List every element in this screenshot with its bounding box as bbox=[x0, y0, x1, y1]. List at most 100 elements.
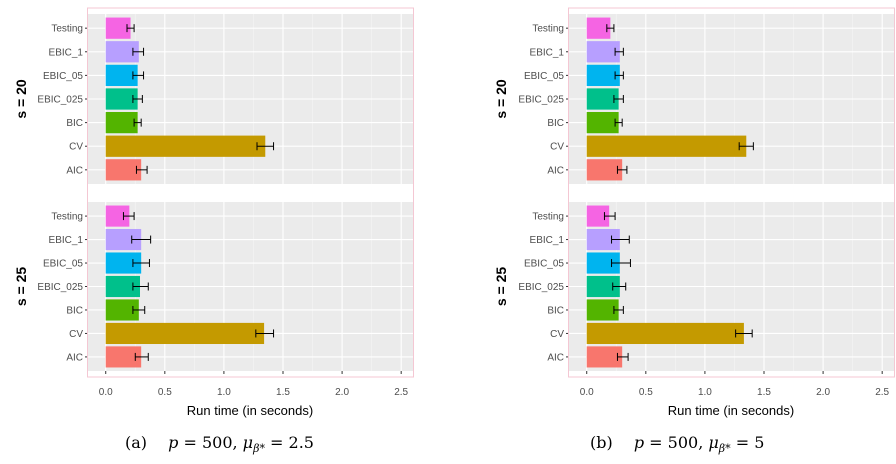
error-bar-aic bbox=[616, 165, 628, 174]
y-tick-label: EBIC_025 bbox=[518, 95, 564, 106]
y-tick-label: Testing bbox=[51, 24, 83, 35]
x-tick-label: 0.5 bbox=[639, 387, 653, 398]
bar-ebic_05 bbox=[586, 64, 620, 87]
y-tick-label: EBIC_1 bbox=[530, 235, 565, 246]
panel-b-facet-2: Testing EBIC_1 EBIC_05 EBIC_025 BIC CV AIC s = … bbox=[493, 202, 894, 371]
y-tick-label: Testing bbox=[51, 212, 83, 223]
x-axis-title: Run time (in seconds) bbox=[187, 403, 313, 418]
bar-ebic_025 bbox=[586, 275, 620, 298]
panel-a-facet-1: Testing EBIC_1 EBIC_05 EBIC_025 BIC CV AIC s = … bbox=[13, 14, 413, 184]
error-bar-bic bbox=[132, 305, 146, 314]
error-bar-bic bbox=[613, 305, 624, 314]
x-tick-label: 0.5 bbox=[158, 387, 172, 398]
bar-bic bbox=[586, 299, 619, 321]
y-tick-label: Testing bbox=[532, 212, 564, 223]
bar-cv bbox=[586, 322, 744, 345]
error-bar-ebic_1 bbox=[132, 47, 145, 56]
bar-bic bbox=[586, 111, 619, 134]
y-tick-label: EBIC_05 bbox=[524, 71, 564, 82]
x-tick-label: 1.5 bbox=[276, 387, 290, 398]
y-tick-label: BIC bbox=[66, 118, 83, 129]
error-bar-ebic_05 bbox=[611, 259, 631, 268]
bar-ebic_05 bbox=[105, 252, 142, 274]
error-bar-ebic_025 bbox=[132, 95, 143, 103]
error-bar-ebic_1 bbox=[131, 235, 152, 244]
error-bar-ebic_025 bbox=[613, 95, 624, 103]
y-tick-label: BIC bbox=[547, 305, 564, 316]
error-bar-aic bbox=[134, 352, 149, 361]
error-bar-cv bbox=[735, 329, 753, 338]
error-bar-ebic_1 bbox=[614, 47, 624, 56]
error-bar-aic bbox=[616, 352, 629, 361]
y-tick-label: CV bbox=[69, 142, 83, 153]
y-tick-label: EBIC_05 bbox=[43, 71, 83, 82]
bar-ebic_05 bbox=[105, 64, 138, 87]
y-tick-label: EBIC_05 bbox=[43, 259, 83, 270]
bar-ebic_05 bbox=[586, 252, 620, 274]
bar-ebic_025 bbox=[105, 275, 140, 298]
panel-b-chart: Testing EBIC_1 EBIC_05 EBIC_025 BIC CV AIC s = … bbox=[493, 7, 895, 418]
error-bar-ebic_05 bbox=[614, 71, 624, 80]
error-bar-cv bbox=[256, 142, 275, 151]
x-tick-label: 0.0 bbox=[580, 387, 594, 398]
bar-aic bbox=[586, 346, 623, 368]
facet-label: s = 20 bbox=[13, 79, 29, 119]
bar-ebic_1 bbox=[586, 228, 620, 251]
x-axis-title: Run time (in seconds) bbox=[668, 403, 794, 418]
caption-a: (a) p = 500, μβ* = 2.5 bbox=[125, 433, 314, 455]
x-tick-label: 0.0 bbox=[99, 387, 113, 398]
bar-bic bbox=[105, 111, 138, 134]
bar-cv bbox=[105, 135, 266, 157]
bar-testing bbox=[105, 17, 131, 39]
y-tick-label: EBIC_1 bbox=[530, 47, 565, 58]
y-tick-label: EBIC_025 bbox=[37, 95, 83, 106]
caption-b-label: (b) bbox=[590, 433, 613, 452]
bar-aic bbox=[105, 346, 142, 368]
y-tick-label: AIC bbox=[66, 165, 83, 176]
panel-a-chart: Testing EBIC_1 EBIC_05 EBIC_025 BIC CV AIC s = … bbox=[13, 7, 414, 418]
y-tick-label: CV bbox=[69, 329, 83, 340]
y-tick-label: EBIC_1 bbox=[49, 47, 84, 58]
x-tick-label: 1.0 bbox=[698, 387, 712, 398]
y-tick-label: EBIC_025 bbox=[37, 282, 83, 293]
panel-b-facet-1: Testing EBIC_1 EBIC_05 EBIC_025 BIC CV AIC s = … bbox=[493, 14, 894, 184]
facet-label: s = 25 bbox=[13, 267, 29, 307]
y-tick-label: CV bbox=[550, 329, 564, 340]
x-tick-label: 2.0 bbox=[816, 387, 830, 398]
error-bar-ebic_05 bbox=[132, 259, 150, 268]
x-tick-label: 1.0 bbox=[217, 387, 231, 398]
caption-a-label: (a) bbox=[125, 433, 147, 452]
error-bar-cv bbox=[255, 329, 275, 338]
error-bar-testing bbox=[603, 212, 616, 221]
facet-label: s = 25 bbox=[493, 267, 509, 307]
error-bar-bic bbox=[133, 118, 142, 127]
bar-ebic_1 bbox=[105, 228, 142, 251]
y-tick-label: AIC bbox=[66, 352, 83, 363]
error-bar-testing bbox=[606, 24, 615, 33]
error-bar-testing bbox=[122, 212, 135, 221]
bar-testing bbox=[105, 205, 130, 227]
error-bar-ebic_025 bbox=[612, 282, 627, 291]
y-tick-label: CV bbox=[550, 142, 564, 153]
error-bar-bic bbox=[614, 118, 623, 127]
error-bar-cv bbox=[738, 142, 754, 151]
bar-aic bbox=[586, 159, 623, 181]
error-bar-ebic_1 bbox=[611, 235, 630, 244]
panel-a-facet-2: Testing EBIC_1 EBIC_05 EBIC_025 BIC CV AIC s = … bbox=[13, 202, 413, 371]
y-tick-label: EBIC_1 bbox=[49, 235, 84, 246]
y-tick-label: EBIC_05 bbox=[524, 259, 564, 270]
y-tick-label: BIC bbox=[547, 118, 564, 129]
y-tick-label: AIC bbox=[547, 165, 564, 176]
bar-testing bbox=[586, 17, 611, 39]
y-tick-label: BIC bbox=[66, 305, 83, 316]
bar-cv bbox=[105, 322, 265, 345]
x-tick-label: 2.0 bbox=[335, 387, 349, 398]
plot-frame bbox=[87, 7, 414, 378]
x-tick-label: 2.5 bbox=[875, 387, 889, 398]
bar-aic bbox=[105, 159, 142, 181]
y-tick-label: EBIC_025 bbox=[518, 282, 564, 293]
bar-cv bbox=[586, 135, 747, 157]
bar-ebic_1 bbox=[586, 41, 620, 63]
bar-bic bbox=[105, 299, 139, 321]
